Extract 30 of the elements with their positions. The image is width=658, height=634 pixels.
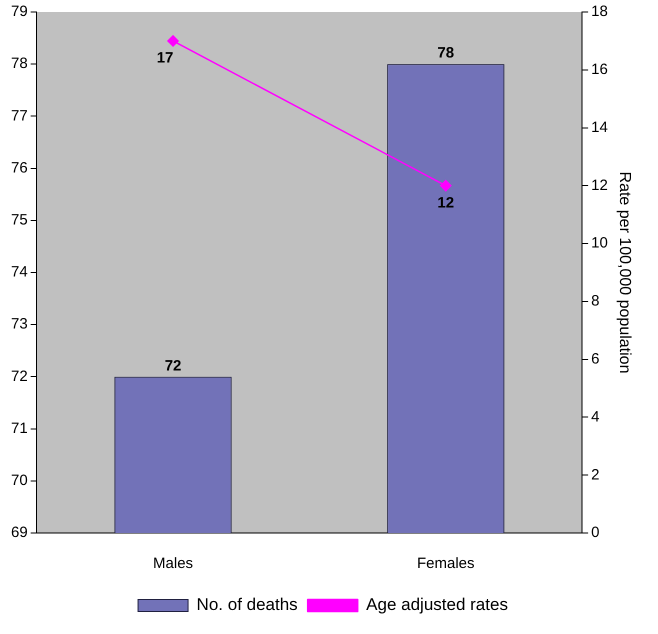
y-tick-label: 79 <box>10 3 28 20</box>
y2-axis-title: Rate per 100,000 population <box>616 172 633 374</box>
y2-tick-label: 12 <box>591 176 608 194</box>
y-tick-label: 77 <box>10 107 28 124</box>
y-tick-label: 70 <box>10 472 28 490</box>
data-label: 72 <box>164 357 182 374</box>
y-tick-label: 78 <box>10 55 28 72</box>
y2-tick-label: 6 <box>591 350 600 368</box>
y-tick-label: 69 <box>10 524 28 542</box>
y2-tick-label: 14 <box>591 118 608 136</box>
y-tick-label: 72 <box>10 368 28 385</box>
y2-tick-label: 18 <box>591 3 608 20</box>
y-tick-label: 76 <box>10 159 28 176</box>
y-tick-label: 73 <box>10 316 28 333</box>
y2-tick-label: 8 <box>591 292 600 310</box>
y2-tick-label: 10 <box>591 234 608 252</box>
y2-tick-label: 0 <box>591 524 600 542</box>
data-label: 12 <box>437 194 454 212</box>
y2-tick-label: 16 <box>591 61 608 78</box>
x-tick-label: Females <box>416 555 475 572</box>
legend-label: No. of deaths <box>196 595 298 614</box>
y2-tick-label: 4 <box>591 408 600 426</box>
y-tick-label: 74 <box>10 264 28 281</box>
legend-label: Age adjusted rates <box>366 595 508 614</box>
y-tick-label: 75 <box>10 212 28 229</box>
data-label: 17 <box>156 50 174 67</box>
data-label: 78 <box>437 44 454 62</box>
y2-tick-label: 2 <box>591 466 600 484</box>
x-tick-label: Males <box>153 555 194 572</box>
y-tick-label: 71 <box>10 420 28 437</box>
